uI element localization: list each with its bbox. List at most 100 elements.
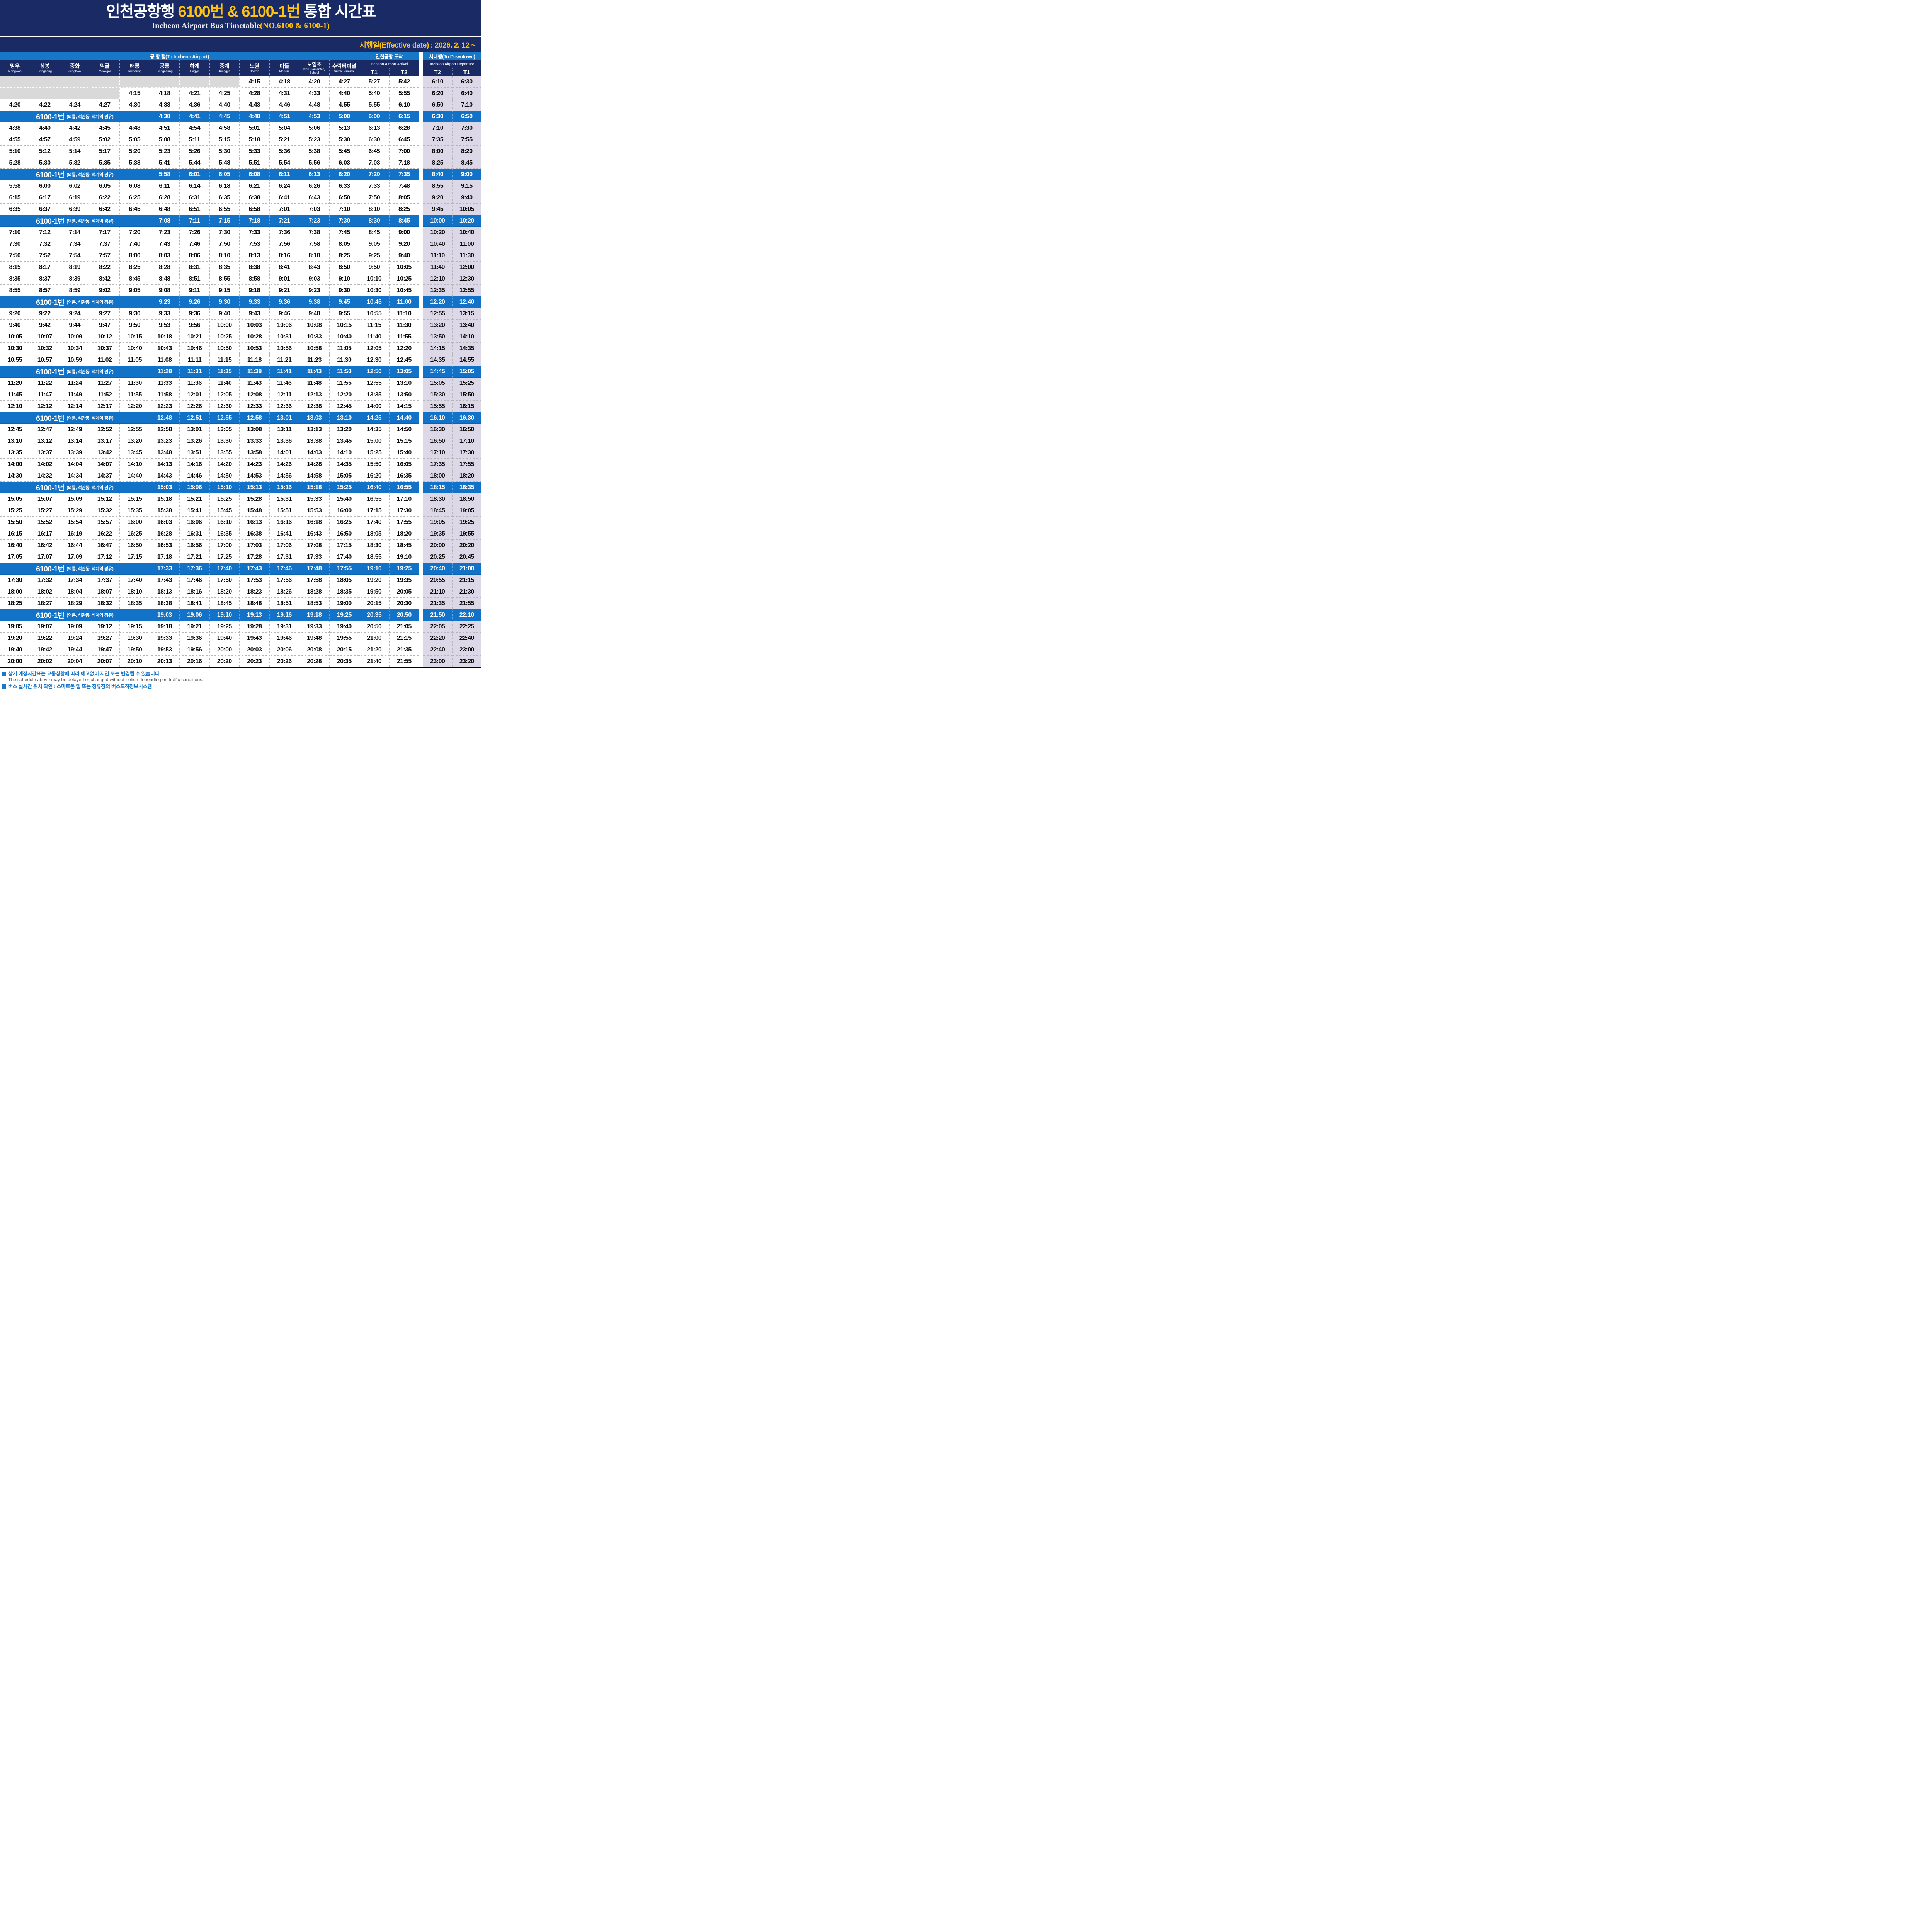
time-cell: 4:40 — [30, 122, 60, 134]
departure-time-cell: 8:40 — [423, 169, 453, 180]
time-cell: 10:30 — [0, 343, 30, 354]
time-cell: 10:43 — [150, 343, 180, 354]
time-cell: 6:28 — [150, 192, 180, 204]
timetable-row: 14:30 14:32 14:34 14:37 14:40 14:43 14:46 14:50… — [0, 470, 482, 482]
departure-time-cell: 15:55 — [423, 401, 453, 412]
time-cell: 12:49 — [60, 424, 90, 435]
time-cell: 9:38 — [299, 296, 330, 308]
time-cell: 6:14 — [180, 180, 210, 192]
departure-time-cell: 14:45 — [423, 366, 453, 378]
time-cell: 18:00 — [0, 586, 30, 598]
timetable-row: 19:05 19:07 19:09 19:12 19:15 19:18 19:21 19:25… — [0, 621, 482, 633]
time-cell: 4:33 — [150, 99, 180, 111]
arrival-time-cell: 7:35 — [389, 169, 419, 180]
time-cell: 15:16 — [269, 482, 299, 493]
arrival-time-cell: 15:00 — [359, 435, 390, 447]
time-cell: 17:12 — [90, 551, 120, 563]
time-cell: 13:45 — [329, 435, 359, 447]
time-cell: 20:07 — [90, 656, 120, 667]
time-cell: 7:30 — [0, 238, 30, 250]
departure-time-cell: 17:35 — [423, 459, 453, 470]
time-cell: 4:51 — [269, 111, 299, 122]
station-name-english: Junghwa — [68, 69, 81, 73]
time-cell: 16:18 — [299, 517, 330, 528]
time-cell: 9:33 — [240, 296, 270, 308]
time-cell: 20:16 — [180, 656, 210, 667]
arrival-sub-label: Incheon Airport Arrival — [359, 60, 419, 68]
arrival-time-cell: 21:40 — [359, 656, 390, 667]
time-cell: 19:46 — [269, 633, 299, 644]
time-cell: 15:25 — [209, 493, 240, 505]
timetable-row: 8:55 8:57 8:59 9:02 9:05 9:08 9:11 9:15 9:18 9:21… — [0, 285, 482, 296]
time-cell: 14:28 — [299, 459, 330, 470]
route-via: (의릉, 석관동, 석계역 경유) — [66, 613, 114, 618]
time-cell: 19:16 — [269, 609, 299, 621]
time-cell: 5:33 — [240, 146, 270, 157]
time-cell: 5:26 — [180, 146, 210, 157]
time-cell: 14:56 — [269, 470, 299, 482]
time-cell: 13:39 — [60, 447, 90, 459]
departure-time-cell: 8:55 — [423, 180, 453, 192]
time-cell: 6:11 — [269, 169, 299, 180]
time-cell: 5:00 — [329, 111, 359, 122]
time-cell: 11:49 — [60, 389, 90, 401]
time-cell: 19:33 — [150, 633, 180, 644]
time-cell: 17:08 — [299, 540, 330, 551]
time-cell: 15:31 — [269, 493, 299, 505]
arrival-time-cell: 11:40 — [359, 331, 390, 343]
time-cell: 16:10 — [209, 517, 240, 528]
time-cell: 11:46 — [269, 378, 299, 389]
time-cell: 15:06 — [180, 482, 210, 493]
time-cell: 8:25 — [120, 262, 150, 273]
time-cell: 5:30 — [30, 157, 60, 169]
arrival-time-cell: 18:05 — [359, 528, 390, 540]
time-cell: 13:45 — [120, 447, 150, 459]
time-cell: 6:03 — [329, 157, 359, 169]
timetable-row: 9:40 9:42 9:44 9:47 9:50 9:53 9:56 10:00 10:03 10… — [0, 320, 482, 331]
time-cell: 5:20 — [120, 146, 150, 157]
time-cell: 5:48 — [209, 157, 240, 169]
time-cell: 7:37 — [90, 238, 120, 250]
timetable-row: 5:28 5:30 5:32 5:35 5:38 5:41 5:44 5:48 5:51 5:54… — [0, 157, 482, 169]
section-gap — [419, 633, 423, 644]
time-cell: 6:00 — [30, 180, 60, 192]
time-cell: 7:33 — [240, 227, 270, 238]
time-cell: 6:42 — [90, 204, 120, 215]
timetable-row: 4:55 4:57 4:59 5:02 5:05 5:08 5:11 5:15 5:18 5:21… — [0, 134, 482, 146]
time-cell: 5:58 — [0, 180, 30, 192]
route-6100-1-row: 6100-1번 (의릉, 석관동, 석계역 경유) 5:58 6:01 6:05 6:08… — [0, 169, 482, 180]
arrival-time-cell: 19:10 — [389, 551, 419, 563]
time-cell: 10:25 — [209, 331, 240, 343]
time-cell: 14:20 — [209, 459, 240, 470]
time-cell: 15:07 — [30, 493, 60, 505]
time-cell: 11:43 — [299, 366, 330, 378]
arrival-time-cell: 12:55 — [359, 378, 390, 389]
station-header-1: 상봉 Sangbong — [30, 60, 60, 76]
departure-time-cell: 17:30 — [452, 447, 482, 459]
time-cell: 15:52 — [30, 517, 60, 528]
time-cell: 8:51 — [180, 273, 210, 285]
time-cell: 5:51 — [240, 157, 270, 169]
section-gap — [419, 378, 423, 389]
time-cell: 10:15 — [120, 331, 150, 343]
departure-time-cell: 13:40 — [452, 320, 482, 331]
time-cell: 9:23 — [150, 296, 180, 308]
subtitle-main: Incheon Airport Bus Timetable — [151, 20, 260, 30]
time-cell: 19:33 — [299, 621, 330, 633]
route-6100-1-row: 6100-1번 (의릉, 석관동, 석계역 경유) 4:38 4:41 4:45 4:48… — [0, 111, 482, 122]
time-cell: 17:32 — [30, 575, 60, 586]
time-cell: 12:58 — [240, 412, 270, 424]
route-6100-1-label: 6100-1번 (의릉, 석관동, 석계역 경유) — [0, 215, 150, 227]
time-cell: 7:23 — [299, 215, 330, 227]
station-name-english: Meokgol — [99, 69, 111, 73]
time-cell: 10:34 — [60, 343, 90, 354]
departure-time-cell: 20:25 — [423, 551, 453, 563]
time-cell: 19:31 — [269, 621, 299, 633]
time-cell: 13:38 — [299, 435, 330, 447]
time-cell: 5:10 — [0, 146, 30, 157]
departure-time-cell: 6:30 — [452, 76, 482, 88]
time-cell: 14:46 — [180, 470, 210, 482]
time-cell: 10:58 — [299, 343, 330, 354]
arrival-time-cell: 19:35 — [389, 575, 419, 586]
title-route-numbers: 6100번 & 6100-1번 — [178, 3, 300, 20]
